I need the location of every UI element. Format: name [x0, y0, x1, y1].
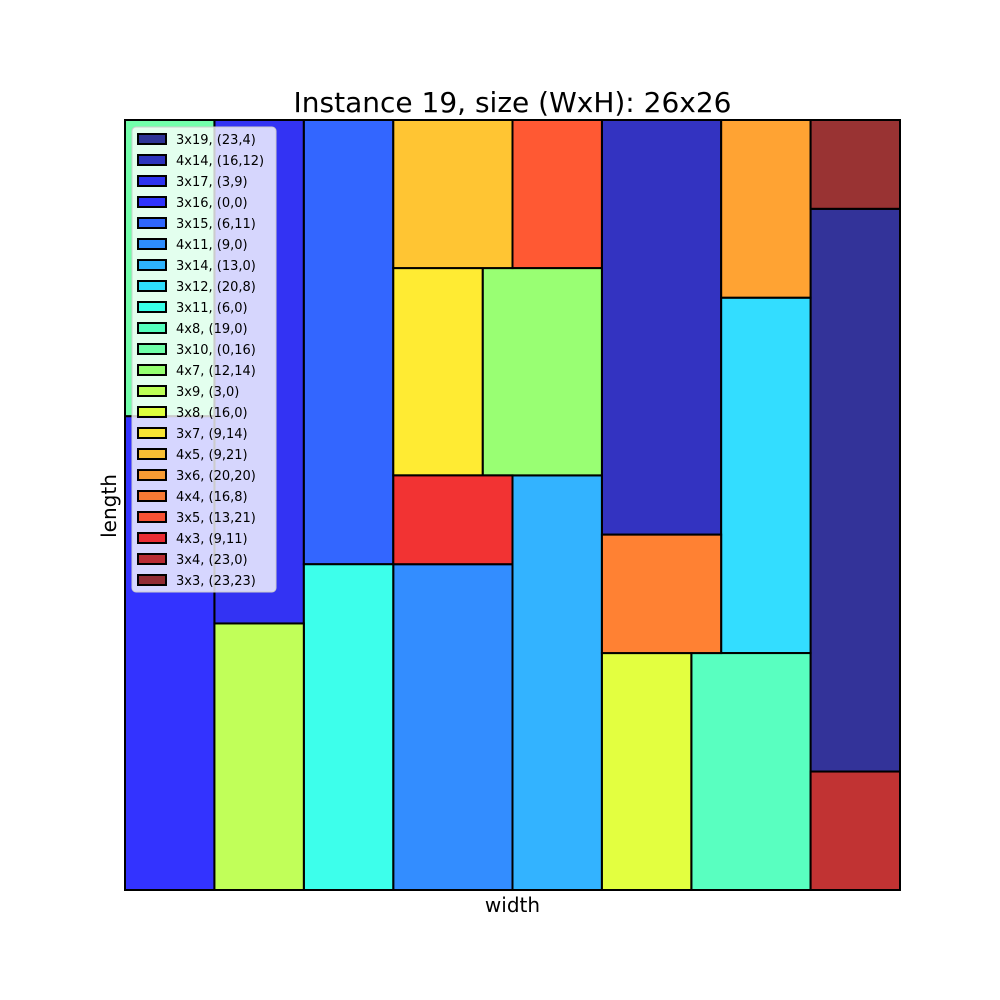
legend-label-19: 3x5, (13,21)	[176, 511, 256, 526]
x-axis-label: width	[485, 893, 540, 917]
legend-swatch-8	[137, 280, 167, 292]
packed-rectangle-14	[600, 652, 693, 891]
packed-rectangle-22	[809, 119, 901, 210]
packed-rectangle-12	[481, 267, 603, 477]
packed-rectangle-17	[720, 119, 812, 299]
legend-label-15: 3x7, (9,14)	[176, 427, 248, 442]
packed-rectangle-9	[302, 563, 395, 891]
plot-frame	[124, 119, 901, 891]
packed-rectangle-2	[600, 119, 723, 536]
legend-swatch-12	[137, 364, 167, 376]
packed-rectangle-13	[213, 622, 305, 891]
legend-label-9: 3x11, (6,0)	[176, 301, 248, 316]
legend-swatch-5	[137, 217, 167, 229]
legend-swatch-14	[137, 406, 167, 418]
legend-label-6: 4x11, (9,0)	[176, 238, 248, 253]
legend-swatch-15	[137, 427, 167, 439]
legend-label-7: 3x14, (13,0)	[176, 259, 256, 274]
packed-rectangle-6	[392, 563, 514, 891]
packed-rectangle-1	[809, 207, 901, 773]
legend-label-12: 4x7, (12,14)	[176, 364, 256, 379]
legend-label-3: 3x17, (3,9)	[176, 175, 248, 190]
packed-rectangle-8	[720, 296, 812, 655]
legend-swatch-18	[137, 490, 167, 502]
legend-swatch-10	[137, 322, 167, 334]
chart-title: Instance 19, size (WxH): 26x26	[294, 86, 732, 119]
legend-swatch-21	[137, 553, 167, 565]
legend-swatch-11	[137, 343, 167, 355]
legend-label-22: 3x3, (23,23)	[176, 574, 256, 589]
legend-swatch-3	[137, 175, 167, 187]
legend-label-17: 3x6, (20,20)	[176, 469, 256, 484]
legend-swatch-4	[137, 196, 167, 208]
legend-swatch-6	[137, 238, 167, 250]
legend-swatch-22	[137, 574, 167, 586]
legend-swatch-1	[137, 133, 167, 145]
packed-rectangle-5	[302, 119, 395, 566]
legend-swatch-19	[137, 511, 167, 523]
legend-swatch-17	[137, 469, 167, 481]
legend-swatch-20	[137, 532, 167, 544]
legend-swatch-16	[137, 448, 167, 460]
legend-label-16: 4x5, (9,21)	[176, 448, 248, 463]
legend-label-1: 3x19, (23,4)	[176, 133, 256, 148]
packed-rectangle-20	[392, 474, 514, 566]
legend: 3x19, (23,4) 4x14, (16,12) 3x17, (3,9) 3x16…	[131, 126, 277, 593]
packed-rectangle-19	[511, 119, 603, 270]
legend-swatch-13	[137, 385, 167, 397]
legend-label-5: 3x15, (6,11)	[176, 217, 256, 232]
packed-rectangle-16	[392, 119, 514, 270]
legend-label-11: 3x10, (0,16)	[176, 343, 256, 358]
legend-label-10: 4x8, (19,0)	[176, 322, 248, 337]
packed-rectangle-10	[690, 652, 812, 891]
legend-box	[131, 126, 277, 593]
legend-label-2: 4x14, (16,12)	[176, 154, 264, 169]
legend-swatch-9	[137, 301, 167, 313]
packed-rectangle-15	[392, 267, 484, 477]
legend-label-18: 4x4, (16,8)	[176, 490, 248, 505]
packed-rectangle-18	[600, 533, 723, 655]
packed-rectangle-7	[511, 474, 603, 891]
legend-label-13: 3x9, (3,0)	[176, 385, 239, 400]
legend-label-8: 3x12, (20,8)	[176, 280, 256, 295]
legend-label-20: 4x3, (9,11)	[176, 532, 248, 547]
packed-rectangle-21	[809, 770, 901, 891]
legend-swatch-7	[137, 259, 167, 271]
legend-label-4: 3x16, (0,0)	[176, 196, 248, 211]
legend-swatch-2	[137, 154, 167, 166]
y-axis-label: length	[97, 474, 121, 538]
legend-label-14: 3x8, (16,0)	[176, 406, 248, 421]
legend-label-21: 3x4, (23,0)	[176, 553, 248, 568]
